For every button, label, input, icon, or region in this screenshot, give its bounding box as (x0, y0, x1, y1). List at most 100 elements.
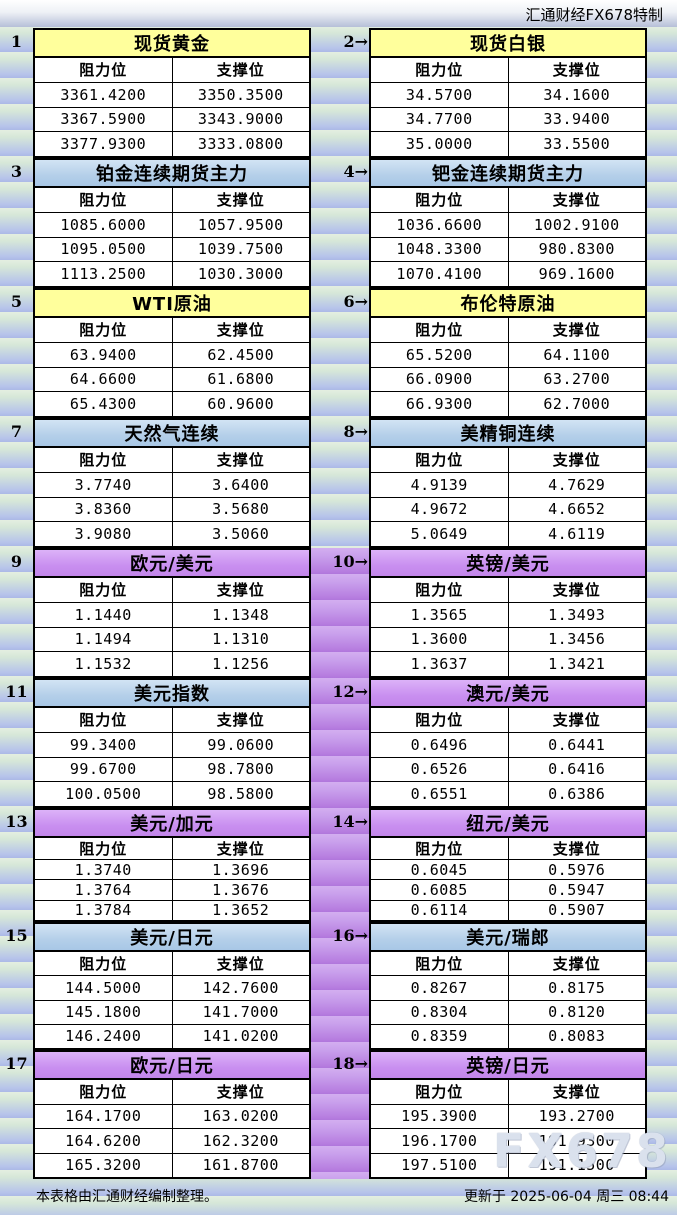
resistance-value: 0.6496 (410, 735, 468, 754)
table-row: 4.9672 4.6652 (371, 496, 645, 522)
panel-number-with-arrow: 18→ (332, 1054, 368, 1179)
panel-title: 美精铜连续 (371, 420, 645, 448)
resistance-value: 165.3200 (65, 1156, 142, 1175)
support-value: 0.5907 (507, 900, 646, 920)
support-value: 60.9600 (171, 392, 310, 416)
resistance-value: 1.3740 (74, 860, 132, 879)
resistance-value: 5.0649 (410, 525, 468, 544)
panel-header-row: 阻力位 支撑位 (371, 708, 645, 733)
resistance-value: 145.1800 (65, 1003, 142, 1022)
support-value: 1.1256 (171, 652, 310, 676)
panel-row: 15 美元/日元 阻力位 支撑位 144.5000 142.7600 145.1800 141… (0, 922, 677, 1050)
resistance-header: 阻力位 (415, 581, 464, 600)
right-arrow-icon: → (354, 812, 368, 831)
support-value: 1039.7500 (171, 237, 310, 262)
resistance-header: 阻力位 (415, 451, 464, 470)
table-row: 3377.9300 3333.0800 (35, 131, 309, 156)
panel-title: 美元指数 (35, 680, 309, 708)
resistance-value: 34.5700 (405, 85, 473, 104)
panel-header-row: 阻力位 支撑位 (35, 838, 309, 860)
panel-number: 18 (332, 1054, 355, 1073)
support-value: 1002.9100 (507, 212, 646, 237)
table-row: 1.3637 1.3421 (371, 651, 645, 676)
table-row: 0.8359 0.8083 (371, 1023, 645, 1048)
table-row: 1.3784 1.3652 (35, 899, 309, 920)
resistance-value: 99.3400 (69, 735, 137, 754)
table-row: 1.3565 1.3493 (371, 602, 645, 627)
support-value: 980.8300 (507, 237, 646, 262)
table-row: 1070.4100 969.1600 (371, 261, 645, 286)
left-number-cell: 13 (0, 808, 33, 922)
table-row: 1.3600 1.3456 (371, 626, 645, 652)
panel-number: 8 (343, 422, 355, 441)
panel-row: 1 现货黄金 阻力位 支撑位 3361.4200 3350.3500 3367.5900 33… (0, 28, 677, 158)
resistance-value: 99.6700 (69, 760, 137, 779)
table-row: 196.1700 191.9300 (371, 1128, 645, 1153)
table-row: 4.9139 4.7629 (371, 472, 646, 497)
support-header: 支撑位 (507, 952, 646, 976)
support-value: 98.5800 (171, 782, 310, 806)
support-value: 4.6119 (507, 522, 646, 546)
table-row: 35.0000 33.5500 (371, 131, 645, 156)
panel-number-with-arrow: 14→ (332, 812, 368, 922)
resistance-value: 0.6551 (410, 785, 468, 804)
table-row: 165.3200 161.8700 (35, 1152, 310, 1177)
resistance-value: 34.7700 (405, 110, 473, 129)
support-value: 0.8120 (507, 1000, 646, 1024)
brand-text: 汇通财经FX678特制 (525, 6, 663, 24)
table-row: 164.1700 163.0200 (35, 1104, 309, 1128)
panel-row: 7 天然气连续 阻力位 支撑位 3.7740 3.6400 3.8360 3.5680 3.90… (0, 418, 677, 548)
gap-number-cell: 6→ (311, 288, 369, 418)
panel-number: 17 (5, 1054, 28, 1073)
panel-header-row: 阻力位 支撑位 (371, 578, 645, 603)
resistance-header: 阻力位 (79, 191, 128, 210)
panel-title: 现货黄金 (35, 30, 309, 58)
resistance-value: 164.1700 (65, 1107, 142, 1126)
resistance-header: 阻力位 (79, 1083, 128, 1102)
panel-number-with-arrow: 10→ (332, 552, 368, 678)
right-arrow-icon: → (354, 682, 368, 701)
right-arrow-icon: → (354, 292, 368, 311)
table-row: 0.6045 0.5976 (371, 860, 645, 880)
resistance-header: 阻力位 (415, 711, 464, 730)
resistance-value: 196.1700 (401, 1131, 478, 1150)
panel-header-row: 阻力位 支撑位 (371, 448, 645, 473)
support-value: 0.6416 (507, 757, 646, 782)
panel-header-row: 阻力位 支撑位 (35, 578, 309, 603)
resistance-value: 144.5000 (65, 978, 142, 997)
resistance-header: 阻力位 (79, 61, 128, 80)
table-row: 0.8267 0.8175 (371, 976, 645, 1000)
panel-16: 美元/瑞郎 阻力位 支撑位 0.8267 0.8175 0.8304 0.8120 0.835… (369, 922, 647, 1050)
table-row: 3.9080 3.5060 (35, 521, 309, 546)
support-value: 0.5947 (507, 880, 646, 900)
resistance-value: 197.5100 (401, 1156, 478, 1175)
table-row: 34.5700 34.1600 (371, 82, 645, 107)
right-margin (647, 288, 677, 418)
resistance-value: 4.9139 (410, 475, 468, 494)
support-value: 161.8700 (171, 1153, 310, 1177)
table-row: 3.7740 3.6400 (35, 472, 310, 497)
panel-title: 美元/加元 (35, 810, 309, 838)
right-arrow-icon: → (354, 926, 368, 945)
panel-number: 1 (10, 32, 23, 51)
support-value: 1.1310 (171, 627, 310, 652)
support-value: 4.7629 (507, 472, 646, 497)
resistance-value: 1048.3300 (396, 240, 483, 259)
resistance-value: 3361.4200 (60, 85, 147, 104)
support-value: 191.9300 (507, 1129, 646, 1153)
support-value: 1.3421 (507, 652, 646, 676)
support-value: 99.0600 (171, 732, 310, 757)
left-number-cell: 5 (0, 288, 33, 418)
table-row: 99.6700 98.7800 (35, 756, 309, 782)
support-value: 3.6400 (171, 472, 310, 497)
resistance-value: 3.7740 (74, 475, 132, 494)
resistance-value: 1.1440 (74, 605, 132, 624)
panel-row: 13 美元/加元 阻力位 支撑位 1.3740 1.3696 1.3764 1.3676 1.3… (0, 808, 677, 922)
left-number-cell: 17 (0, 1050, 33, 1179)
table-row: 1095.0500 1039.7500 (35, 236, 310, 262)
support-value: 3333.0800 (171, 132, 310, 156)
panel-number: 4 (343, 162, 355, 181)
table-row: 63.9400 62.4500 (35, 342, 309, 367)
support-value: 141.7000 (171, 1000, 310, 1024)
table-row: 197.5100 191.1500 (371, 1152, 645, 1177)
